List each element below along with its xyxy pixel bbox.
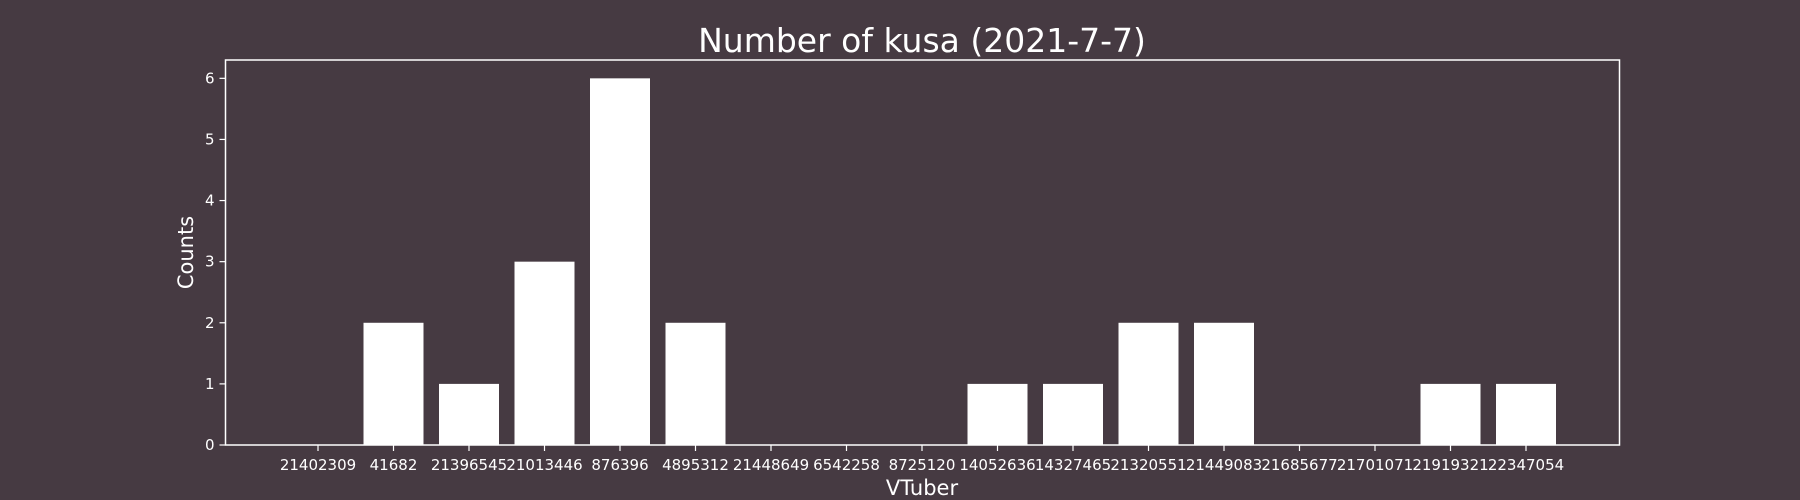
y-tick-label: 0 [205, 436, 215, 454]
y-tick-label: 5 [205, 130, 215, 148]
x-tick-label: 14327465 [1035, 456, 1111, 474]
x-tick-label: 21685677 [1261, 456, 1337, 474]
x-axis-label: VTuber [886, 476, 959, 500]
bar [363, 322, 424, 445]
bar [967, 383, 1028, 445]
plot-area: 0 1 2 3 4 5 6 21402309 41682 21396545 21013446 8763… [205, 69, 1564, 474]
y-tick-label: 1 [205, 375, 215, 393]
bar [590, 78, 650, 445]
x-tick-label: 8725120 [889, 456, 956, 474]
bar [514, 261, 575, 445]
bar [665, 322, 726, 445]
x-tick-label: 41682 [370, 456, 418, 474]
x-tick-label: 22347054 [1488, 456, 1564, 474]
x-tick-label: 21448649 [733, 456, 809, 474]
y-tick-label: 4 [205, 192, 215, 210]
x-tick-label: 21919321 [1412, 456, 1488, 474]
y-tick-label: 2 [205, 314, 215, 332]
x-tick-label: 21402309 [280, 456, 356, 474]
x-tick-label: 4895312 [662, 456, 729, 474]
bar [1496, 383, 1556, 445]
x-tick-label: 21396545 [431, 456, 507, 474]
x-tick-label: 14052636 [959, 456, 1035, 474]
x-tick-label: 21320551 [1110, 456, 1186, 474]
bar [1420, 383, 1481, 445]
bar [439, 383, 499, 445]
plot-frame [224, 59, 1621, 446]
x-tick-label: 21449083 [1186, 456, 1262, 474]
bar [1118, 322, 1179, 445]
x-tick-label: 21013446 [506, 456, 582, 474]
bar [1043, 383, 1103, 445]
y-tick-label: 6 [205, 69, 215, 87]
x-tick-label: 876396 [591, 456, 648, 474]
bar [1194, 322, 1254, 445]
y-axis-label: Counts [174, 216, 198, 289]
x-tick-label: 6542258 [813, 456, 880, 474]
x-tick-label: 21701071 [1337, 456, 1413, 474]
chart-title: Number of kusa (2021-7-7) [698, 21, 1146, 60]
y-tick-label: 3 [205, 253, 215, 271]
